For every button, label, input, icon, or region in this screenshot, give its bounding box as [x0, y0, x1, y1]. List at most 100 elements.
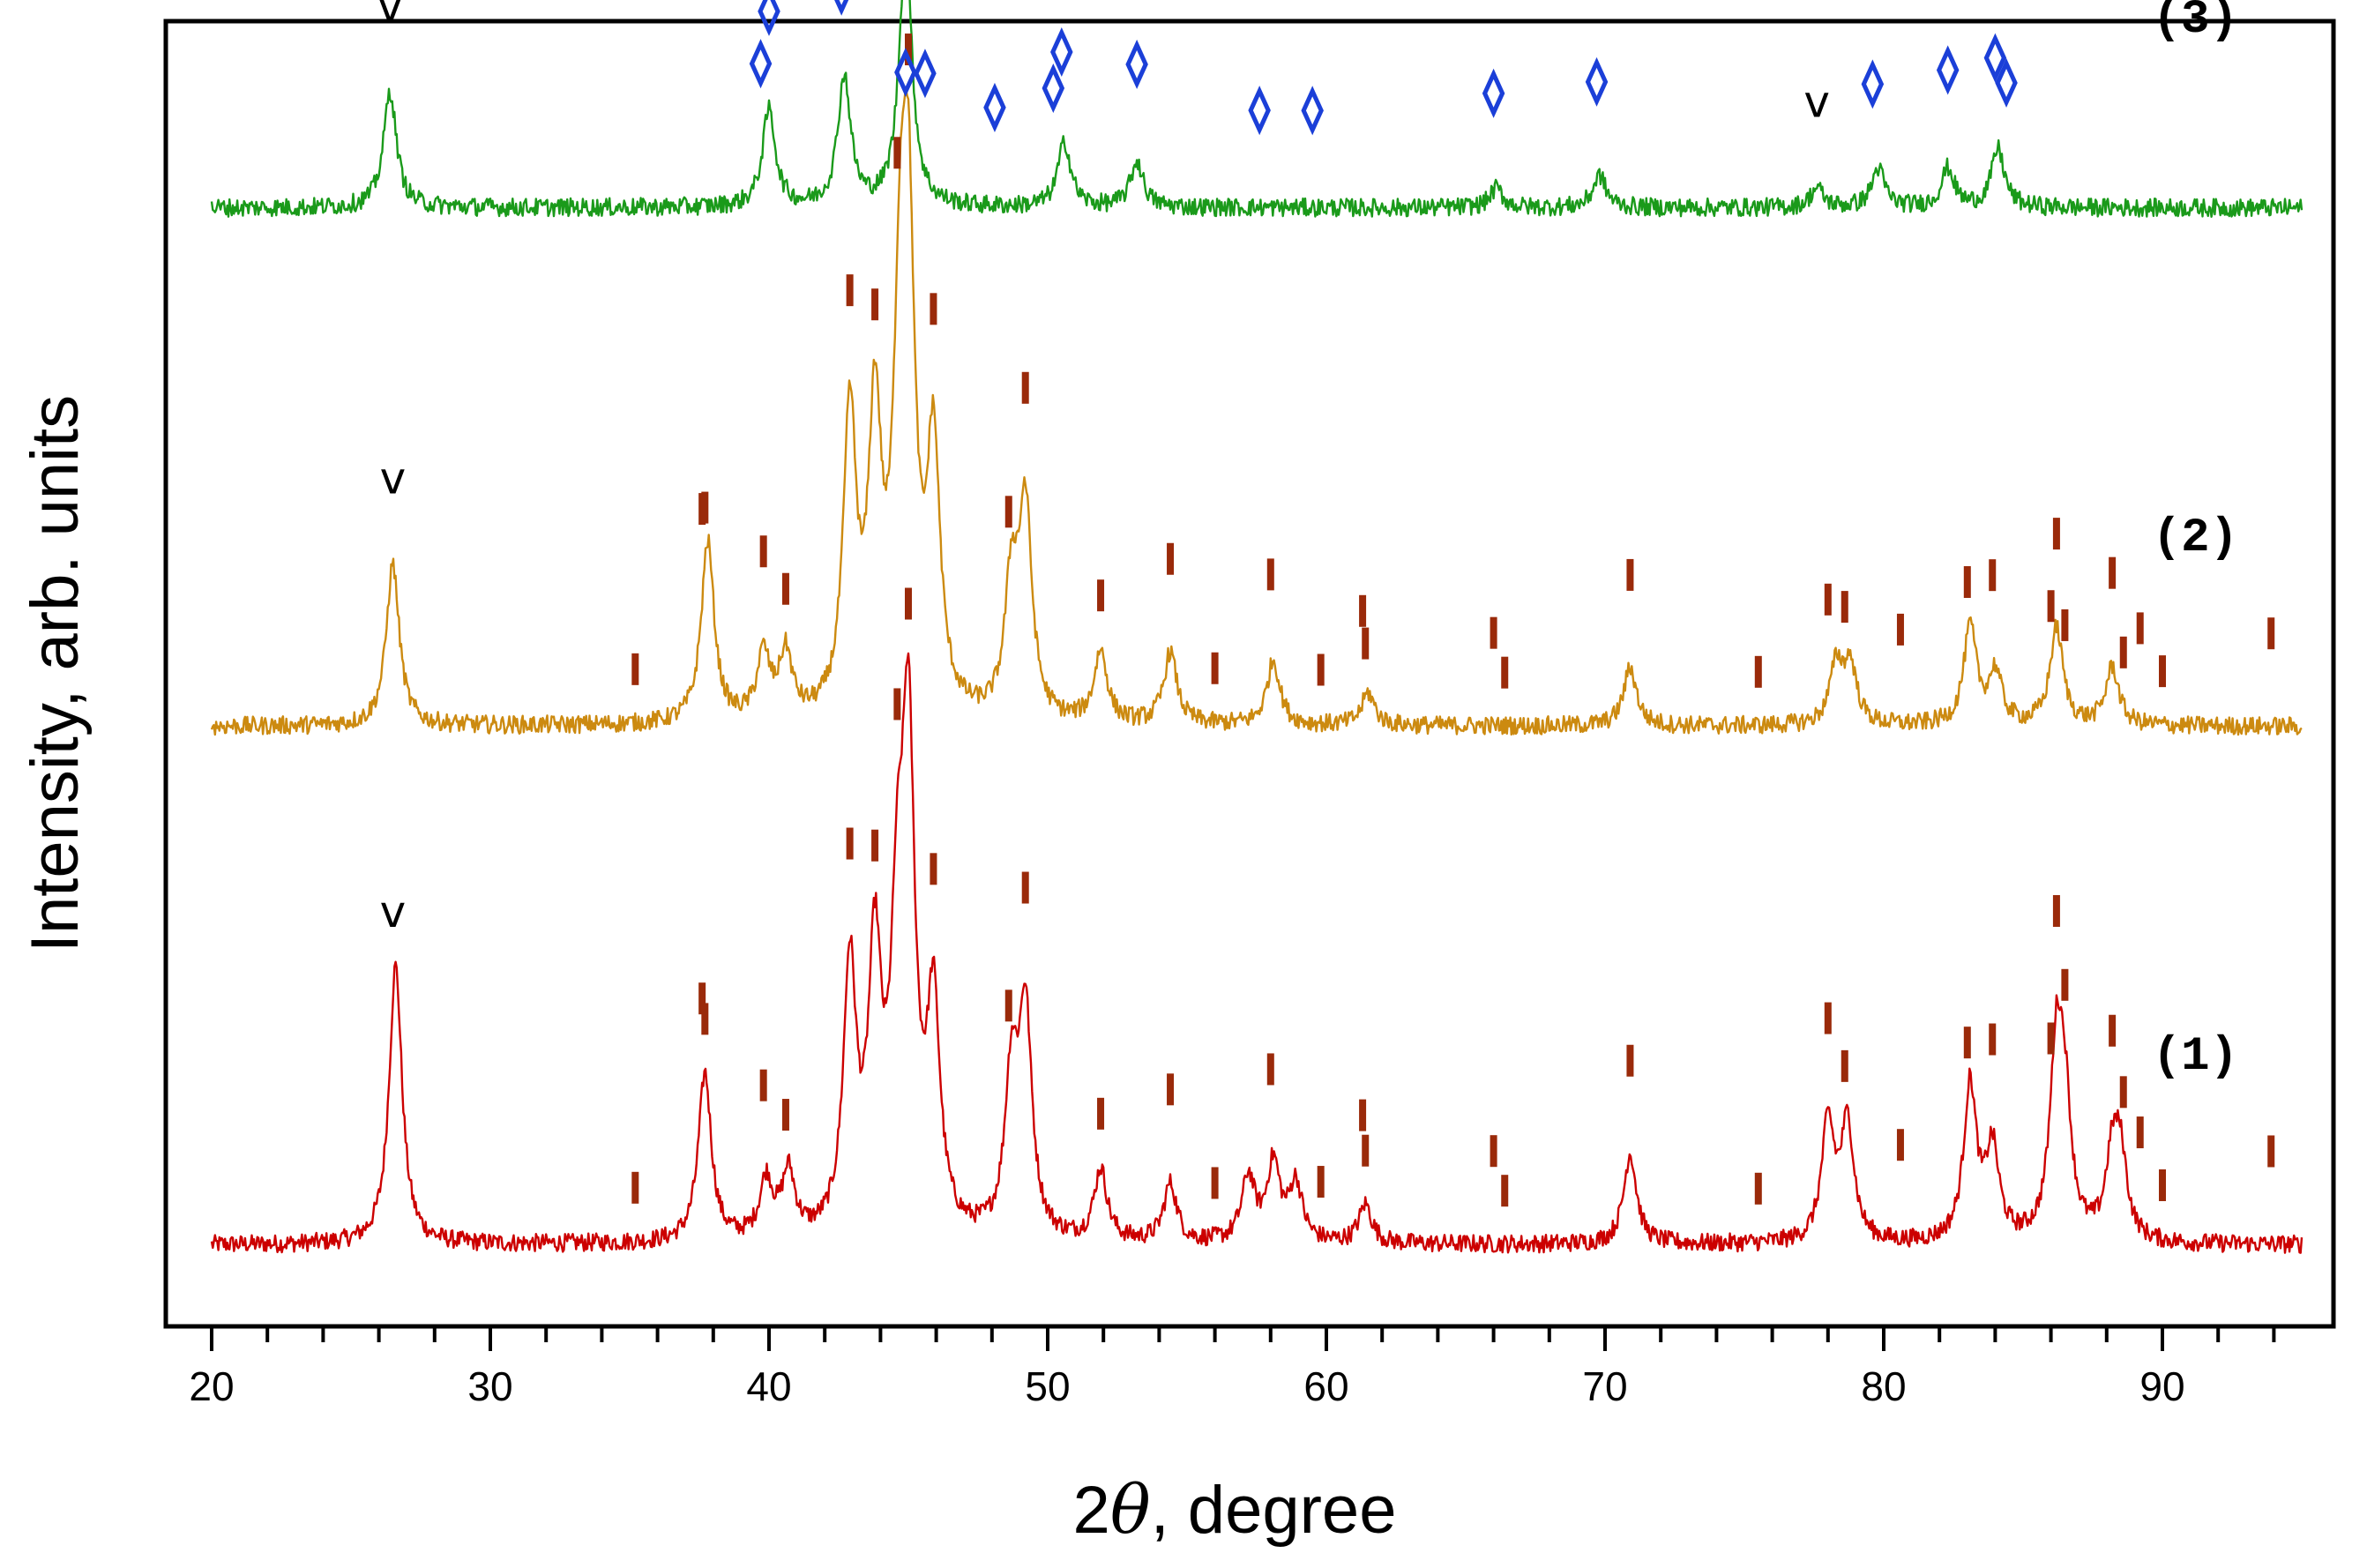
phase-marker-red — [930, 293, 937, 325]
phase-marker-red — [1963, 565, 1971, 598]
x-axis-title-theta: θ — [1110, 1470, 1151, 1549]
phase-marker-red — [893, 137, 901, 169]
phase-marker-red — [871, 288, 879, 321]
curve-label-3: (3) — [2153, 0, 2238, 47]
curve-labels-group: (1) (2) (3) — [2153, 0, 2238, 1084]
phase-marker-red — [2119, 1076, 2127, 1109]
curve-label-1: (1) — [2153, 1030, 2238, 1084]
peak-annotation-v: v — [380, 452, 407, 504]
x-tick-label: 90 — [2139, 1363, 2184, 1409]
x-axis-title-prefix: 2 — [1073, 1473, 1110, 1548]
phase-marker-red — [1362, 1134, 1370, 1167]
phase-marker-red — [1626, 558, 1634, 591]
peak-annotation-v: v — [1803, 77, 1830, 128]
x-tick-label: 80 — [1861, 1363, 1906, 1409]
x-tick-label: 70 — [1582, 1363, 1627, 1409]
x-axis-ticks — [210, 1326, 2276, 1351]
phase-marker-red — [930, 853, 937, 885]
series-line-2 — [210, 89, 2303, 736]
phase-marker-red — [1021, 871, 1029, 904]
phase-marker-blue — [758, 0, 780, 36]
phase-marker-blue — [749, 39, 773, 89]
phase-marker-blue — [1050, 26, 1073, 78]
phase-marker-red — [1317, 653, 1325, 686]
phase-marker-red — [1004, 989, 1012, 1022]
phase-marker-blue — [983, 82, 1006, 132]
phase-marker-red — [2267, 1135, 2275, 1168]
x-axis-tick-labels: 20 30 40 50 60 70 80 90 — [189, 1363, 2184, 1409]
phase-marker-red — [2047, 1022, 2055, 1055]
phase-marker-red — [2061, 609, 2069, 641]
x-tick-label: 30 — [467, 1363, 512, 1409]
phase-marker-red — [1501, 656, 1509, 689]
phase-marker-red — [1754, 655, 1762, 688]
phase-marker-red — [2047, 590, 2055, 623]
phase-marker-blue — [834, 0, 849, 16]
phase-marker-red — [1841, 1049, 1848, 1082]
phase-marker-red — [1317, 1166, 1325, 1198]
phase-marker-blue — [1482, 68, 1505, 118]
phase-marker-red — [846, 827, 854, 860]
phase-marker-red — [2136, 612, 2144, 645]
x-axis-title-suffix: , degree — [1151, 1473, 1397, 1548]
phase-marker-red — [1097, 1097, 1105, 1130]
phase-marker-blue — [894, 47, 917, 98]
x-tick-label: 20 — [189, 1363, 234, 1409]
phase-marker-red — [1989, 559, 1997, 592]
plot-frame — [163, 19, 2336, 1329]
phase-marker-blue — [1301, 86, 1324, 136]
phase-marker-red — [1896, 1129, 1904, 1161]
curve-label-2: (2) — [2153, 511, 2238, 565]
phase-marker-red — [698, 982, 706, 1015]
phase-marker-red — [2159, 655, 2166, 688]
x-tick-label: 40 — [746, 1363, 791, 1409]
phase-marker-red — [2109, 556, 2117, 589]
phase-marker-red — [1896, 613, 1904, 646]
phase-marker-red — [1963, 1027, 1971, 1059]
phase-marker-red — [1359, 1099, 1367, 1131]
phase-marker-red — [1004, 496, 1012, 528]
phase-marker-red — [781, 572, 789, 605]
phase-marker-blue — [914, 49, 937, 99]
phase-marker-red — [759, 535, 767, 568]
phase-marker-red — [1211, 652, 1219, 684]
phase-marker-red — [631, 1171, 639, 1204]
phase-marker-red — [871, 829, 879, 862]
phase-marker-red — [1626, 1044, 1634, 1077]
y-axis-title: Intensity, arb. units — [18, 395, 93, 952]
series-line-3 — [210, 0, 2304, 219]
phase-marker-red — [1841, 591, 1848, 623]
phase-marker-red — [1490, 616, 1497, 649]
phase-marker-red — [1824, 1002, 1832, 1034]
phase-marker-red — [1754, 1172, 1762, 1205]
phase-marker-blue — [1861, 59, 1885, 109]
phase-marker-red — [781, 1099, 789, 1131]
phase-marker-red — [1097, 579, 1105, 612]
phase-marker-red — [701, 1003, 709, 1035]
peak-annotation-v: v — [380, 886, 407, 937]
phase-marker-blue — [1125, 39, 1148, 90]
phase-marker-blue — [1983, 33, 2007, 83]
phase-marker-red — [1167, 1073, 1175, 1106]
phase-marker-red — [631, 653, 639, 685]
phase-marker-red — [1989, 1023, 1997, 1056]
phase-marker-red — [1211, 1167, 1219, 1199]
phase-marker-red — [2136, 1116, 2144, 1149]
phase-marker-red — [2061, 968, 2069, 1001]
phase-marker-red — [1359, 594, 1367, 627]
phase-marker-red — [846, 274, 854, 307]
curves-group — [210, 0, 2304, 1254]
phase-marker-blue — [1585, 56, 1609, 107]
phase-marker-red — [1167, 542, 1175, 575]
phase-marker-red — [905, 587, 912, 620]
phase-marker-red — [893, 688, 901, 721]
phase-marker-red — [1490, 1135, 1497, 1168]
phase-marker-red — [1021, 371, 1029, 404]
phase-marker-red — [2052, 518, 2060, 550]
phase-marker-red — [1501, 1175, 1509, 1207]
phase-marker-red — [2052, 894, 2060, 927]
phase-marker-red — [1824, 583, 1832, 616]
phase-marker-red — [2109, 1014, 2117, 1047]
phase-marker-red — [2159, 1169, 2166, 1201]
